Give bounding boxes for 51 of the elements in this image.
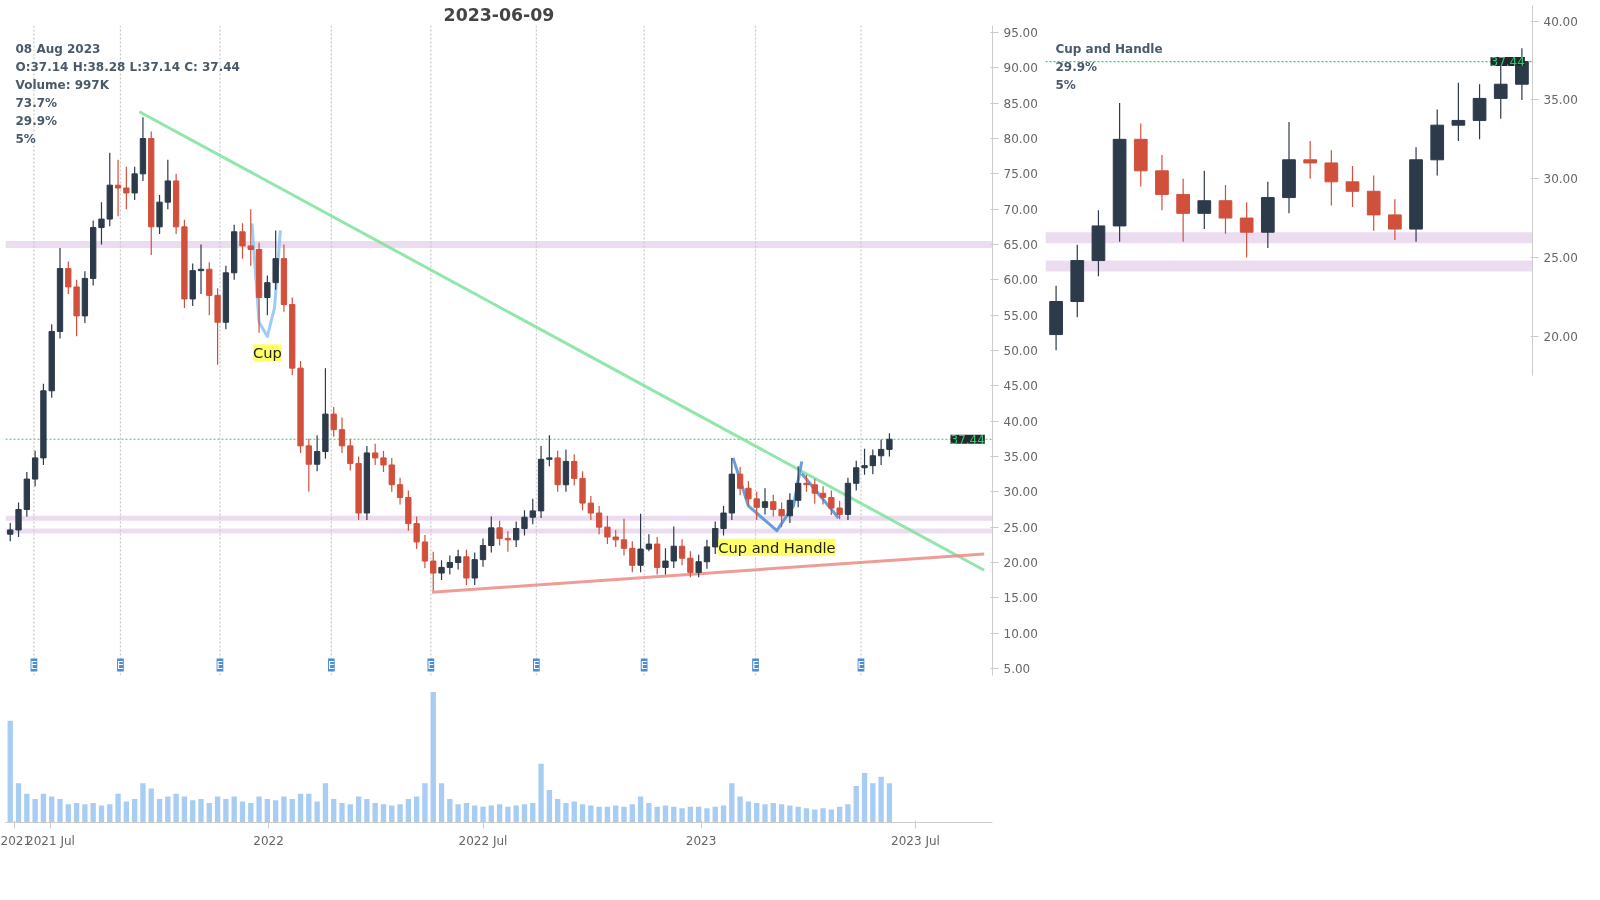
y-tick-label: 60.00 xyxy=(1003,273,1038,288)
y-tick-label: 10.00 xyxy=(1003,626,1038,641)
y-tick-label: 95.00 xyxy=(1003,26,1038,41)
y-tick-label: 85.00 xyxy=(1003,96,1038,111)
y-tick-label: 30.00 xyxy=(1003,485,1038,500)
annotation: 5% xyxy=(1055,77,1076,92)
y-tick-label: 75.00 xyxy=(1003,167,1038,182)
annotation: 73.7% xyxy=(15,95,58,110)
y-tick-label: 80.00 xyxy=(1003,132,1038,147)
ref-line-label: E xyxy=(216,658,224,672)
x-tick-label: 2022 Jul xyxy=(458,833,508,848)
annotation: 5% xyxy=(15,131,36,146)
y-tick-label: 65.00 xyxy=(1003,238,1038,253)
annotation: 08 Aug 2023 xyxy=(15,41,101,56)
ref-line-label: E xyxy=(640,658,648,672)
y-tick-label: 90.00 xyxy=(1003,61,1038,76)
x-tick-label: 2023 Jul xyxy=(891,833,940,848)
y-tick-label: 15.00 xyxy=(1003,591,1038,606)
ref-line-label: E xyxy=(752,658,760,672)
ref-line-label: E xyxy=(857,658,865,672)
x-tick-label: 2022 xyxy=(253,833,284,848)
annotation: 29.9% xyxy=(15,113,58,128)
y-tick-label: 70.00 xyxy=(1003,202,1038,217)
y-tick-label: 25.00 xyxy=(1003,520,1038,535)
y-tick-label: 35.00 xyxy=(1003,449,1038,464)
ref-line-label: E xyxy=(117,658,125,672)
y-tick-label: 5.00 xyxy=(1003,661,1031,676)
annotation: O:37.14 H:38.28 L:37.14 C: 37.44 xyxy=(15,59,240,74)
y-tick-label: 40.00 xyxy=(1543,14,1578,29)
annotation: Cup and Handle xyxy=(718,538,836,556)
x-tick-label: 2023 xyxy=(685,833,717,848)
annotation: Cup and Handle xyxy=(1055,41,1163,56)
y-tick-label: 20.00 xyxy=(1003,555,1038,570)
chart-title: 2023-06-09 xyxy=(443,4,555,25)
ref-line-label: 37.44 xyxy=(950,432,985,447)
y-tick-label: 50.00 xyxy=(1003,344,1038,358)
ref-line-label: 37.44 xyxy=(1490,55,1525,70)
annotation: Cup xyxy=(252,344,282,362)
y-tick-label: 45.00 xyxy=(1003,379,1038,394)
annotation: Volume: 997K xyxy=(15,77,110,92)
y-tick-label: 40.00 xyxy=(1003,414,1038,429)
annotation: 29.9% xyxy=(1055,59,1098,74)
y-tick-label: 25.00 xyxy=(1543,250,1578,265)
ref-line-label: E xyxy=(532,658,540,672)
y-tick-label: 20.00 xyxy=(1543,329,1578,344)
ref-line-label: E xyxy=(30,658,38,672)
ref-line-label: E xyxy=(327,658,335,672)
y-tick-label: 30.00 xyxy=(1543,172,1578,187)
ref-line-label: E xyxy=(427,658,435,672)
y-tick-label: 35.00 xyxy=(1543,93,1578,108)
y-tick-label: 55.00 xyxy=(1003,308,1038,323)
